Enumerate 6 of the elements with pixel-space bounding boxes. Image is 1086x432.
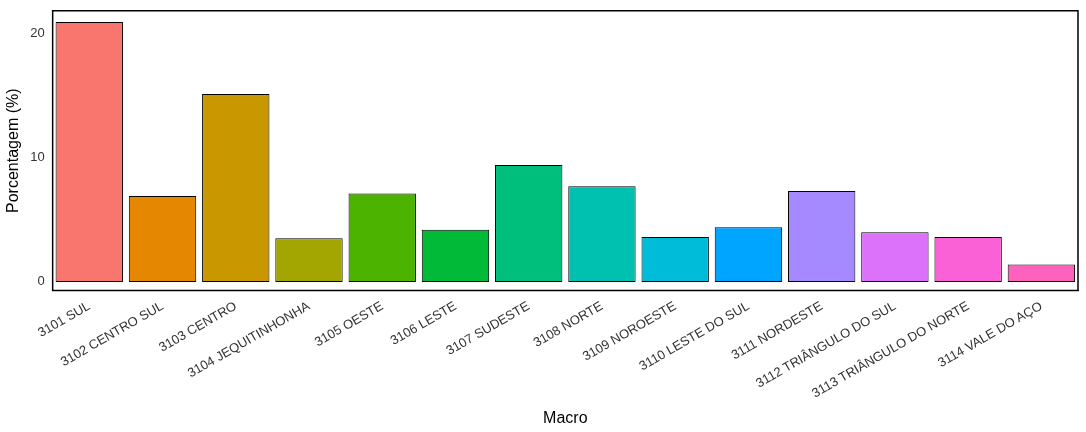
y-tick-label: 10 bbox=[30, 149, 45, 165]
y-tick-label: 0 bbox=[37, 273, 45, 289]
x-tick-label: 3101 SUL bbox=[35, 298, 93, 340]
y-tick-label: 20 bbox=[30, 24, 45, 40]
y-axis-title: Porcentagem (%) bbox=[4, 88, 22, 213]
x-axis-title: Macro bbox=[543, 408, 588, 426]
